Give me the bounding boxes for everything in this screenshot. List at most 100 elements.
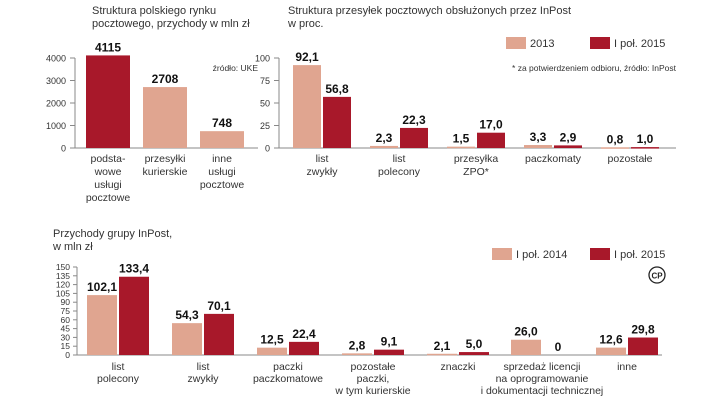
data-label: 2708 [152,72,179,86]
bar [477,132,505,148]
legend-label: I poł. 2015 [614,249,665,261]
y-tick-label: 15 [61,341,71,351]
category-label: paczkomatowe [253,373,323,385]
y-tick-label: 2000 [46,99,66,109]
data-label: 2,9 [560,130,577,144]
chart-title: Struktura przesyłek pocztowych obsłużony… [288,5,571,17]
y-tick-label: 4000 [46,54,66,64]
source-note: źródło: UKE [213,63,259,73]
data-label: 2,8 [349,338,366,352]
y-tick-label: 0 [61,144,66,154]
y-tick-label: 0 [65,350,70,360]
category-label: przesyłka [454,153,499,165]
y-tick-label: 100 [255,54,270,64]
y-tick-label: 0 [265,144,270,154]
data-label: 102,1 [87,280,117,294]
category-label: pocztowe [200,179,245,191]
legend-swatch [590,248,610,260]
data-label: 5,0 [466,337,483,351]
data-label: 9,1 [381,335,398,349]
category-label: znaczki [440,361,475,373]
category-label: zwykły [307,166,339,178]
category-label: wowe [94,166,122,178]
data-label: 17,0 [479,118,503,132]
bar [200,131,244,148]
category-label: w tym kurierskie [334,385,410,397]
bar [204,313,234,355]
category-label: list [112,361,125,373]
bar [323,96,351,148]
bar [143,87,187,148]
data-label: 22,3 [402,113,426,127]
y-tick-label: 60 [61,315,71,325]
category-label: polecony [97,373,140,385]
category-label: usługi [94,179,121,191]
chart-title: Przychody grupy InPost, [53,228,172,240]
y-tick-label: 150 [56,262,70,272]
y-tick-label: 3000 [46,76,66,86]
category-label: inne [617,361,637,373]
category-label: ZPO* [463,166,489,178]
bar [374,349,404,355]
bar [87,295,117,355]
bar [257,347,287,355]
data-label: 0 [555,340,562,354]
category-label: list [197,361,210,373]
data-label: 56,8 [325,82,349,96]
bar [370,145,398,148]
category-label: na oprogramowanie [496,373,589,385]
data-label: 1,5 [453,132,470,146]
data-label: 22,4 [292,327,316,341]
category-label: polecony [378,166,421,178]
bar [119,276,149,355]
y-tick-label: 45 [61,324,71,334]
bar [447,146,475,149]
bar [601,147,629,149]
data-label: 4115 [95,40,121,54]
bar [86,55,130,148]
chart-title: w mln zł [52,241,93,253]
chart-title: pocztowego, przychody w mln zł [92,18,250,30]
y-tick-label: 75 [61,306,71,316]
category-label: pozostałe [351,361,396,373]
data-label: 29,8 [631,323,655,337]
category-label: pocztowe [86,192,131,204]
data-label: 1,0 [637,132,654,146]
data-label: 133,4 [119,262,149,276]
category-label: inne [212,153,232,165]
bar [511,339,541,355]
data-label: 12,6 [599,333,623,347]
y-tick-label: 1000 [46,121,66,131]
bar [554,145,582,148]
y-tick-label: 105 [56,288,70,298]
data-label: 92,1 [295,50,319,64]
category-label: zwykły [188,373,220,385]
category-label: kurierskie [143,166,188,178]
y-tick-label: 25 [260,121,270,131]
category-label: przesyłki [145,153,186,165]
category-label: list [316,153,329,165]
category-label: paczkomaty [525,153,582,165]
legend-label: 2013 [530,38,554,50]
legend-swatch [590,37,610,49]
category-label: usługi [208,166,235,178]
bar [293,65,321,148]
legend-label: I poł. 2014 [516,249,567,261]
y-tick-label: 50 [260,99,270,109]
y-tick-label: 75 [260,76,270,86]
source-note: * za potwierdzeniem odbioru, źródło: InP… [512,63,677,73]
bar [289,341,319,355]
data-label: 3,3 [530,130,547,144]
bar [342,353,372,355]
data-label: 0,8 [607,132,624,146]
logo-text: CP [651,272,663,281]
chart-title: Struktura polskiego rynku [92,5,216,17]
bar [427,353,457,356]
category-label: paczki [273,361,303,373]
bar [400,127,428,148]
y-tick-label: 120 [56,280,70,290]
bar [628,337,658,355]
bar [631,147,659,149]
chart-title: w proc. [287,18,323,30]
